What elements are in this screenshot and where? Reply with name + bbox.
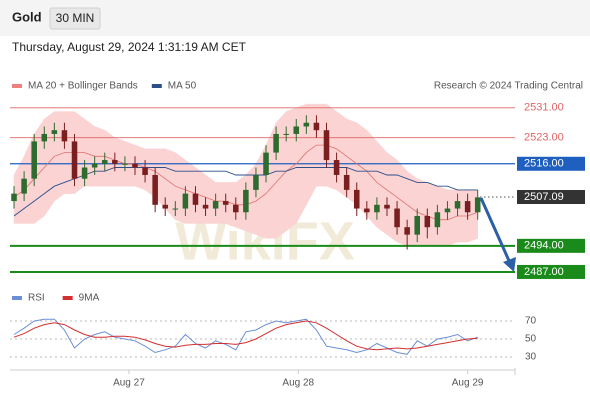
forecast-arrow xyxy=(479,197,512,264)
legend-label: RSI xyxy=(28,293,45,304)
candle-body xyxy=(192,193,199,205)
title: Gold xyxy=(12,9,42,24)
level-label: 2487.00 xyxy=(524,266,564,278)
x-tick-label: Aug 27 xyxy=(113,378,145,389)
candle-body xyxy=(81,167,88,179)
level-label: 2494.00 xyxy=(524,240,564,252)
candle-body xyxy=(434,212,441,228)
candle-body xyxy=(374,204,380,213)
candle-body xyxy=(243,189,249,213)
band-fill xyxy=(416,178,428,247)
legend-swatch xyxy=(12,84,22,88)
y-tick-label: 70 xyxy=(525,316,537,327)
level-box xyxy=(517,264,585,279)
candle-body xyxy=(71,141,78,179)
legend-swatch xyxy=(12,296,22,300)
price-panel: MA 20 + Bollinger Bands MA 50 2531.00 2523.… xyxy=(10,81,585,279)
candle-body xyxy=(233,204,239,213)
candle-body xyxy=(353,189,360,209)
candle-body xyxy=(182,193,189,209)
legend-swatch xyxy=(62,296,73,300)
candle-body xyxy=(323,130,330,161)
ma50-line xyxy=(13,167,478,217)
candle-body xyxy=(444,208,451,213)
candle-body xyxy=(212,201,219,209)
candle-body xyxy=(343,174,350,190)
legend-label: 9MA xyxy=(79,293,100,304)
candle-body xyxy=(91,163,98,168)
rsi-panel: RSI 9MA 30 50 70 Aug 27 Aug 28 Aug 29 xyxy=(10,293,537,389)
x-tick-label: Aug 28 xyxy=(282,378,314,389)
candle-body xyxy=(424,215,431,228)
source: Research © 2024 Trading Central xyxy=(434,81,583,92)
candle-body xyxy=(142,167,148,175)
candle-body xyxy=(162,204,169,209)
band-fill xyxy=(306,103,317,205)
candle-body xyxy=(464,201,471,213)
candle-body xyxy=(31,141,37,179)
candle-body xyxy=(394,208,400,228)
candle-body xyxy=(303,122,310,127)
legend-label: MA 50 xyxy=(168,81,197,92)
forecast-arrowhead xyxy=(503,257,516,272)
candle-body xyxy=(293,126,300,134)
candle-body xyxy=(384,204,390,209)
level-label: 2531.00 xyxy=(524,102,564,114)
candle-body xyxy=(253,174,259,190)
candle-body xyxy=(51,130,58,134)
candle-body xyxy=(222,201,229,205)
x-tick-label: Aug 29 xyxy=(452,378,484,389)
candle-body xyxy=(172,208,179,210)
y-tick-label: 50 xyxy=(525,334,537,345)
candle-body xyxy=(474,197,481,213)
candle-body xyxy=(454,201,461,209)
level-box xyxy=(517,156,585,171)
level-label: 2516.00 xyxy=(524,158,564,170)
rsi-line xyxy=(13,320,478,351)
candle-body xyxy=(41,133,48,142)
level-label: 2507.09 xyxy=(524,191,564,203)
candle-body xyxy=(313,122,320,131)
candle-body xyxy=(414,215,420,235)
band-fill xyxy=(366,129,378,228)
candle-body xyxy=(202,204,209,209)
band-fill xyxy=(376,140,388,236)
datetime: Thursday, August 29, 2024 1:31:19 AM CET xyxy=(12,40,247,54)
candle-body xyxy=(11,193,17,202)
candle-body xyxy=(152,174,158,205)
candle-body xyxy=(61,130,68,142)
y-tick-label: 30 xyxy=(525,352,537,363)
band-fill xyxy=(275,110,287,239)
level-label: 2523.00 xyxy=(524,132,564,144)
timeframe[interactable]: 30 MIN xyxy=(56,11,95,25)
candle-body xyxy=(273,133,279,153)
candle-body xyxy=(112,160,118,164)
candle-body xyxy=(283,133,289,135)
candle-body xyxy=(333,160,340,175)
candle-body xyxy=(122,163,128,165)
legend-label: MA 20 + Bollinger Bands xyxy=(28,81,138,92)
band-fill xyxy=(386,152,398,243)
candle-body xyxy=(132,163,138,168)
candle-body xyxy=(21,178,27,194)
level-box xyxy=(517,190,585,205)
candle-body xyxy=(101,160,108,164)
candle-body xyxy=(364,208,370,213)
timeframe-badge[interactable] xyxy=(49,7,101,30)
candle-body xyxy=(404,227,410,235)
candle-body xyxy=(263,152,269,175)
legend-swatch xyxy=(151,84,162,88)
band-fill xyxy=(54,111,65,202)
level-box xyxy=(517,238,585,253)
